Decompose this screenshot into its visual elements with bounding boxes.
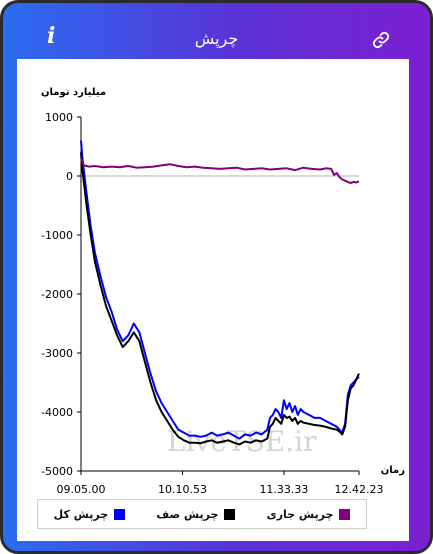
- x-tick-label-3: 12.42.23: [335, 483, 384, 496]
- page-title: چرپش: [194, 29, 239, 48]
- legend-item-queue: چرپش صف: [156, 507, 236, 521]
- x-axis-title: زمان: [381, 465, 405, 476]
- legend: چرپش کل چرپش صف چرپش جاری: [37, 499, 367, 529]
- info-icon[interactable]: i: [47, 23, 56, 49]
- series-layer: [80, 140, 360, 446]
- y-tick-label-4: -3000: [41, 347, 73, 360]
- x-tick-label-1: 10.10.53: [158, 483, 207, 496]
- x-tick-label-2: 11.33.33: [259, 483, 308, 496]
- y-tick-label-3: -2000: [41, 288, 73, 301]
- header-bar: i چرپش: [3, 3, 430, 55]
- legend-item-current: چرپش جاری: [267, 508, 351, 521]
- y-axis-title: میلیارد تومان: [41, 87, 106, 98]
- chart-panel: میلیارد تومان زمان LiveTSE.ir 1000 0 -1000…: [17, 59, 409, 541]
- legend-swatch-queue: [224, 508, 236, 520]
- y-tick-label-6: -5000: [41, 465, 73, 478]
- watermark: LiveTSE.ir: [167, 425, 317, 458]
- legend-item-total: چرپش کل: [54, 508, 126, 521]
- legend-label-total: چرپش کل: [53, 507, 109, 521]
- axes: 1000 0 -1000 -2000 -3000 -4000 -5000 09.05.00 10…: [41, 111, 383, 496]
- y-tick-label-1: 0: [66, 170, 73, 183]
- series-line-total: [80, 140, 360, 440]
- legend-swatch-total: [114, 508, 126, 520]
- y-tick-label-5: -4000: [41, 406, 73, 419]
- y-tick-label-0: 1000: [45, 111, 73, 124]
- legend-label-queue: چرپش صف: [156, 507, 219, 521]
- link-icon[interactable]: [372, 31, 390, 49]
- series-line-current: [80, 157, 360, 185]
- legend-label-current: چرپش جاری: [266, 507, 334, 521]
- series-line-queue: [80, 152, 360, 446]
- chart-svg: میلیارد تومان زمان LiveTSE.ir 1000 0 -1000…: [41, 87, 405, 496]
- y-tick-label-2: -1000: [41, 229, 73, 242]
- x-tick-label-0: 09.05.00: [57, 483, 106, 496]
- legend-swatch-current: [339, 508, 351, 520]
